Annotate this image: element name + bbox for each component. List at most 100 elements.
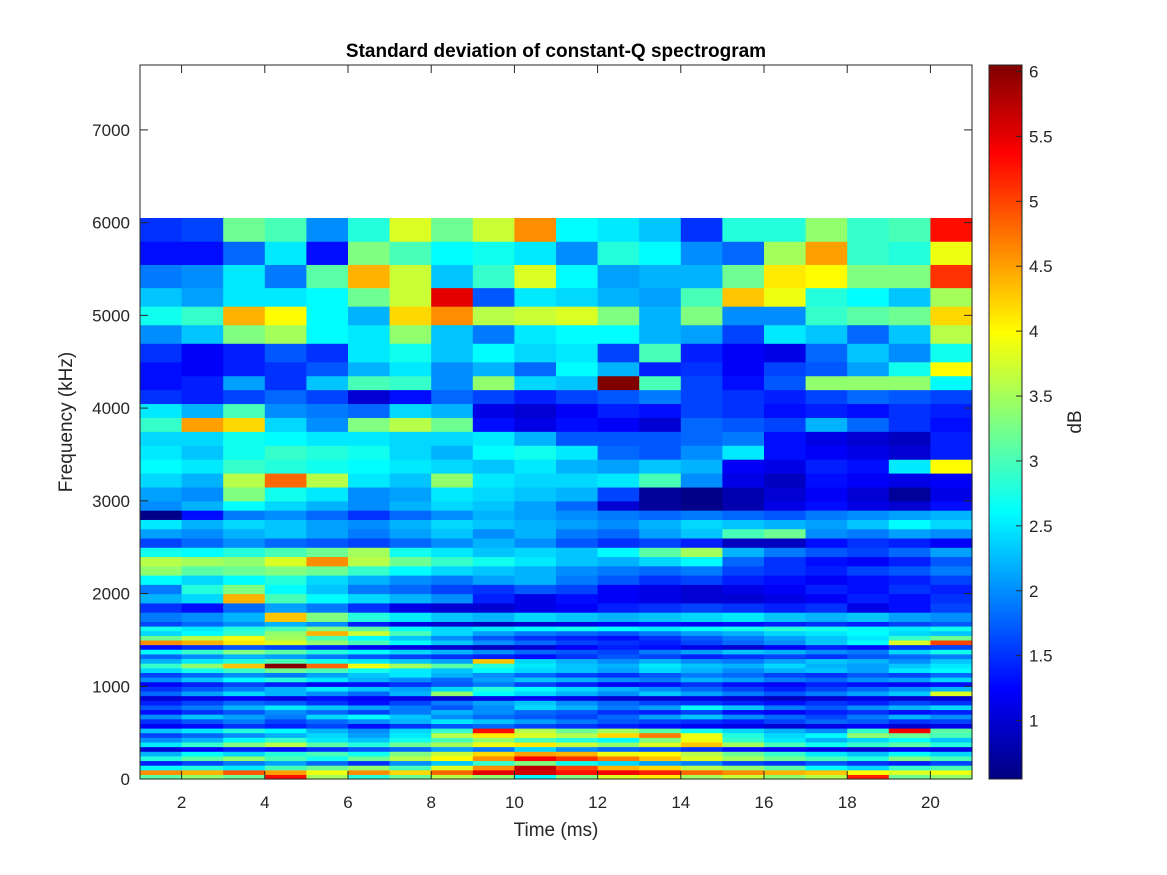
heatmap-cell xyxy=(556,389,599,405)
heatmap-cell xyxy=(472,635,515,641)
heatmap-cell xyxy=(140,519,183,530)
heatmap-cell xyxy=(639,649,682,655)
heatmap-cell xyxy=(597,714,640,720)
heatmap-cell xyxy=(639,241,682,265)
heatmap-cell xyxy=(140,686,183,692)
heatmap-cell xyxy=(888,751,931,757)
heatmap-cell xyxy=(223,584,266,595)
heatmap-cell xyxy=(389,658,432,664)
heatmap-cell xyxy=(431,639,474,646)
heatmap-cell xyxy=(348,714,391,720)
heatmap-cell xyxy=(514,375,557,391)
heatmap-cell xyxy=(472,704,515,711)
heatmap-cell xyxy=(680,681,723,687)
heatmap-cell xyxy=(639,584,682,595)
heatmap-cell xyxy=(888,658,931,664)
heatmap-cell xyxy=(431,677,474,683)
heatmap-cell xyxy=(597,473,640,488)
heatmap-cell xyxy=(514,709,557,715)
heatmap-cell xyxy=(805,241,848,265)
heatmap-cell xyxy=(930,737,973,743)
heatmap-cell xyxy=(348,635,391,641)
heatmap-cell xyxy=(847,769,890,775)
heatmap-cell xyxy=(389,556,432,567)
heatmap-cell xyxy=(805,672,848,678)
heatmap-cell xyxy=(680,612,723,622)
heatmap-cell xyxy=(306,630,349,636)
heatmap-cell xyxy=(597,746,640,752)
heatmap-cell xyxy=(223,500,266,511)
heatmap-cell xyxy=(389,686,432,692)
heatmap-cell xyxy=(514,519,557,530)
heatmap-cell xyxy=(597,626,640,632)
heatmap-cell xyxy=(389,672,432,678)
heatmap-cell xyxy=(514,510,557,520)
heatmap-cell xyxy=(389,714,432,720)
heatmap-cell xyxy=(306,667,349,673)
heatmap-cell xyxy=(847,635,890,641)
heatmap-cell xyxy=(888,755,931,762)
heatmap-cell xyxy=(930,728,973,734)
heatmap-cell xyxy=(805,547,848,558)
heatmap-cell xyxy=(431,644,474,650)
heatmap-cell xyxy=(472,732,515,738)
heatmap-cell xyxy=(223,389,266,405)
heatmap-cell xyxy=(181,486,224,502)
heatmap-cell xyxy=(556,556,599,567)
heatmap-cell xyxy=(930,575,973,585)
heatmap-cell xyxy=(181,635,224,641)
heatmap-cell xyxy=(847,389,890,405)
heatmap-cell xyxy=(514,644,557,650)
heatmap-cell xyxy=(514,732,557,738)
heatmap-cell xyxy=(930,672,973,678)
heatmap-cell xyxy=(223,287,266,307)
heatmap-cell xyxy=(431,667,474,673)
heatmap-cell xyxy=(431,732,474,738)
heatmap-cell xyxy=(389,500,432,511)
heatmap-cell xyxy=(888,565,931,576)
heatmap-cell xyxy=(514,728,557,734)
heatmap-cell xyxy=(930,593,973,604)
heatmap-cell xyxy=(556,528,599,539)
heatmap-cell xyxy=(348,774,391,780)
heatmap-cell xyxy=(930,653,973,660)
heatmap-cell xyxy=(306,621,349,627)
heatmap-cell xyxy=(264,218,307,242)
heatmap-cell xyxy=(140,459,183,474)
heatmap-cell xyxy=(888,723,931,729)
heatmap-cell xyxy=(764,774,807,780)
heatmap-cell xyxy=(431,343,474,363)
heatmap-cell xyxy=(597,593,640,604)
heatmap-cell xyxy=(472,445,515,460)
heatmap-cell xyxy=(223,510,266,520)
heatmap-cell xyxy=(930,565,973,576)
heatmap-cell xyxy=(140,575,183,585)
x-tick-label: 10 xyxy=(505,793,524,812)
heatmap-cell xyxy=(556,584,599,595)
heatmap-cell xyxy=(764,635,807,641)
heatmap-cell xyxy=(639,626,682,632)
heatmap-cell xyxy=(805,704,848,711)
heatmap-cell xyxy=(472,486,515,502)
heatmap-cell xyxy=(223,644,266,650)
heatmap-cell xyxy=(764,218,807,242)
heatmap-cell xyxy=(847,473,890,488)
y-tick-label: 0 xyxy=(121,770,130,789)
heatmap-cell xyxy=(639,621,682,627)
heatmap-cell xyxy=(431,704,474,711)
heatmap-cell xyxy=(264,459,307,474)
heatmap-cell xyxy=(847,510,890,520)
heatmap-cell xyxy=(348,417,391,432)
heatmap-cell xyxy=(764,528,807,539)
heatmap-cell xyxy=(264,663,307,669)
heatmap-cell xyxy=(306,639,349,646)
heatmap-cell xyxy=(764,667,807,673)
heatmap-cell xyxy=(764,556,807,567)
heatmap-cell xyxy=(805,718,848,724)
heatmap-cell xyxy=(389,343,432,363)
heatmap-cell xyxy=(930,695,973,701)
heatmap-cell xyxy=(223,575,266,585)
heatmap-cell xyxy=(348,486,391,502)
heatmap-cell xyxy=(431,565,474,576)
heatmap-cell xyxy=(639,760,682,766)
